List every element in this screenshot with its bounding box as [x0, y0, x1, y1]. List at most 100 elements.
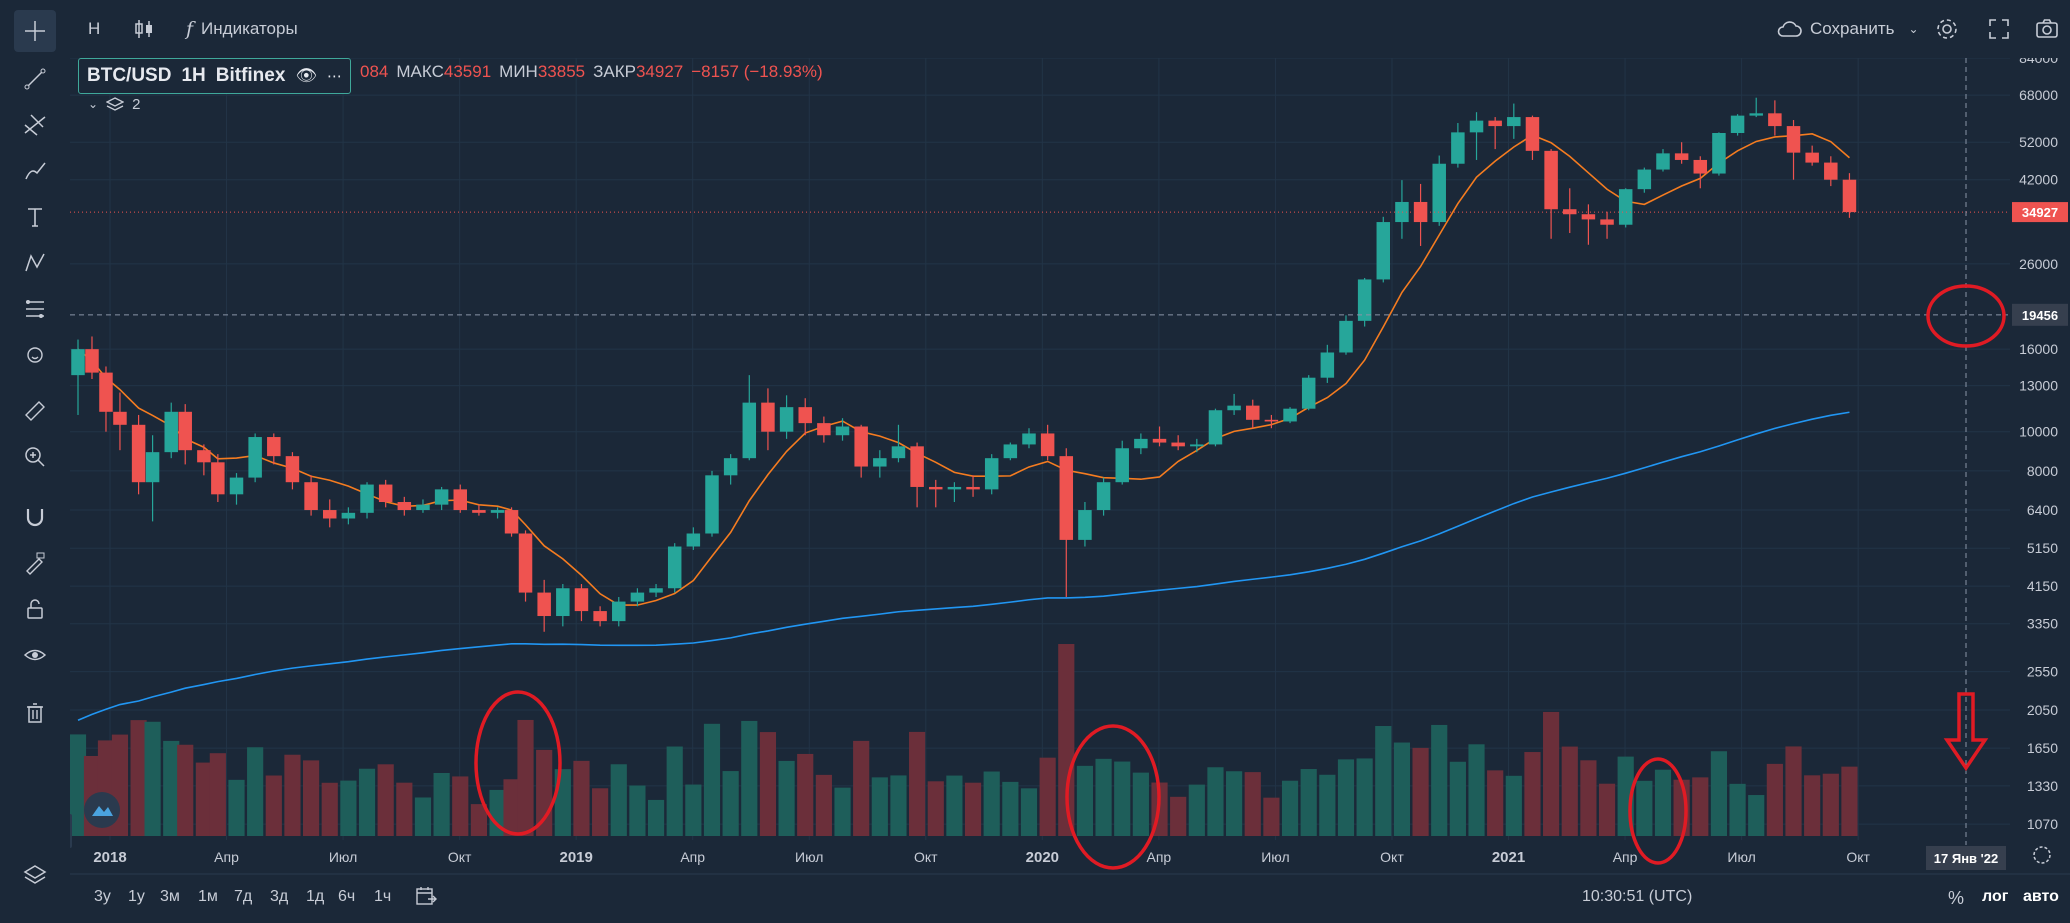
- clock-readout[interactable]: 10:30:51 (UTC): [1582, 888, 1693, 905]
- trendline-tool[interactable]: [14, 58, 56, 100]
- fullscreen-button[interactable]: [1988, 14, 2010, 44]
- emoji-tool[interactable]: [14, 334, 56, 376]
- more-options-icon[interactable]: ⋯: [327, 68, 343, 85]
- candle-body: [1712, 132, 1726, 174]
- volume-bar: [1654, 769, 1672, 836]
- symbol-interval: 1H: [181, 65, 206, 86]
- object-tree-tool[interactable]: [14, 854, 56, 896]
- chart-type-button[interactable]: [134, 14, 154, 44]
- interval-button[interactable]: Н: [88, 14, 100, 44]
- volume-bar: [69, 734, 87, 836]
- candle-body: [1786, 126, 1801, 153]
- candle-body: [686, 533, 701, 547]
- y-tick-label: 4150: [2027, 578, 2058, 594]
- candle-body: [779, 407, 794, 432]
- timeframe-button[interactable]: 1ч: [374, 888, 392, 905]
- candle-body: [1563, 209, 1577, 215]
- candle-body: [537, 592, 551, 617]
- calendar-arrow-icon: [416, 887, 437, 905]
- goto-date-button[interactable]: [414, 884, 438, 913]
- candle-body: [378, 484, 393, 503]
- volume-bar: [1356, 758, 1373, 836]
- brush-tool[interactable]: [14, 150, 56, 192]
- volume-bar: [1281, 780, 1299, 836]
- brush-icon: [25, 162, 46, 180]
- candle-body: [229, 477, 244, 495]
- log-scale-toggle[interactable]: лог: [1982, 888, 2009, 905]
- volume-bar: [1748, 795, 1765, 836]
- visibility-tool[interactable]: [14, 634, 56, 676]
- crosshair-date-label-bg: [1926, 846, 2006, 870]
- bottom-toolbar: 3у 1у 3м 1м 7д 3д 1д 6ч 1ч 10:30:51 (UTC) % лог …: [70, 874, 2070, 923]
- volume-bar: [1692, 777, 1709, 836]
- screenshot-button[interactable]: [2035, 14, 2059, 44]
- text-tool[interactable]: [14, 196, 56, 238]
- indicators-button[interactable]: f Индикаторы: [186, 14, 298, 44]
- volume-bar: [396, 782, 413, 836]
- timeframe-button[interactable]: 3д: [270, 888, 289, 905]
- save-button[interactable]: Сохранить ⌄: [1776, 14, 1919, 44]
- volume-bar: [1076, 765, 1094, 836]
- candle-body: [71, 349, 85, 376]
- candle-body: [1730, 115, 1745, 133]
- pitchfork-icon: [24, 114, 46, 136]
- volume-bar: [629, 785, 646, 836]
- volume-bar: [1412, 747, 1429, 836]
- scale-settings-icon[interactable]: [2033, 846, 2051, 864]
- timeframe-button[interactable]: 3м: [160, 888, 180, 905]
- pattern-tool[interactable]: [14, 242, 56, 284]
- cloud-icon: [1777, 21, 1802, 37]
- candle-body: [1637, 169, 1652, 190]
- y-tick-label: 2550: [2027, 664, 2058, 680]
- volume-bar: [573, 760, 590, 836]
- volume-bar: [890, 775, 907, 836]
- pencil-lock-icon: [26, 552, 45, 575]
- chevron-down-icon: ⌄: [88, 97, 99, 111]
- candle-body: [723, 458, 738, 476]
- ohlc-values: 084 МАКС 43591 МИН 33855 ЗАКР 34927 −815…: [360, 62, 823, 82]
- settings-button[interactable]: [1935, 14, 1959, 44]
- ma-fast-line: [77, 133, 1850, 606]
- candle-body: [1600, 219, 1614, 225]
- volume-bar: [592, 788, 609, 836]
- smiley-icon: [27, 347, 43, 363]
- candle-body: [1395, 201, 1409, 223]
- timeframe-button[interactable]: 6ч: [338, 888, 356, 905]
- remove-drawings-tool[interactable]: [14, 692, 56, 734]
- timeframe-button[interactable]: 1м: [198, 888, 218, 905]
- timeframe-button[interactable]: 1д: [306, 888, 325, 905]
- volume-bar: [647, 799, 665, 836]
- ruler-tool[interactable]: [14, 390, 56, 432]
- candle-body: [835, 426, 850, 436]
- candle-body: [434, 489, 449, 505]
- annotation-ellipse: [1065, 724, 1161, 870]
- eye-crossed-icon[interactable]: 👁: [295, 66, 318, 85]
- fullscreen-icon: [1989, 19, 2009, 39]
- lock-tool[interactable]: [14, 588, 56, 630]
- ruler-icon: [25, 401, 45, 421]
- auto-scale-toggle[interactable]: авто: [2023, 888, 2059, 905]
- volume-bar: [1822, 773, 1839, 836]
- fib-tool[interactable]: [14, 104, 56, 146]
- crosshair-tool[interactable]: [14, 10, 56, 52]
- crosshair-icon: [25, 21, 45, 41]
- timeframe-button[interactable]: 7д: [234, 888, 253, 905]
- y-tick-label: 1330: [2027, 778, 2058, 794]
- zoom-tool[interactable]: [14, 436, 56, 478]
- percent-scale-toggle[interactable]: %: [1948, 888, 1965, 908]
- timeframe-button[interactable]: 1у: [128, 888, 145, 905]
- magnet-icon: [26, 509, 44, 527]
- candle-body: [1656, 153, 1670, 170]
- magnet-tool[interactable]: [14, 496, 56, 538]
- timeframe-button[interactable]: 3у: [94, 888, 111, 905]
- candle-body: [1246, 405, 1260, 420]
- lock-drawing-tool[interactable]: [14, 542, 56, 584]
- candle-body: [360, 484, 374, 513]
- forecast-tool[interactable]: [14, 288, 56, 330]
- annotation-ellipse: [1926, 284, 2006, 348]
- indicators-toggle[interactable]: ⌄ 2: [80, 92, 140, 116]
- candle-body: [1469, 120, 1484, 133]
- candle-body: [667, 546, 682, 589]
- symbol-legend[interactable]: BTC/USD 1H Bitfinex 👁 ⋯: [78, 58, 352, 94]
